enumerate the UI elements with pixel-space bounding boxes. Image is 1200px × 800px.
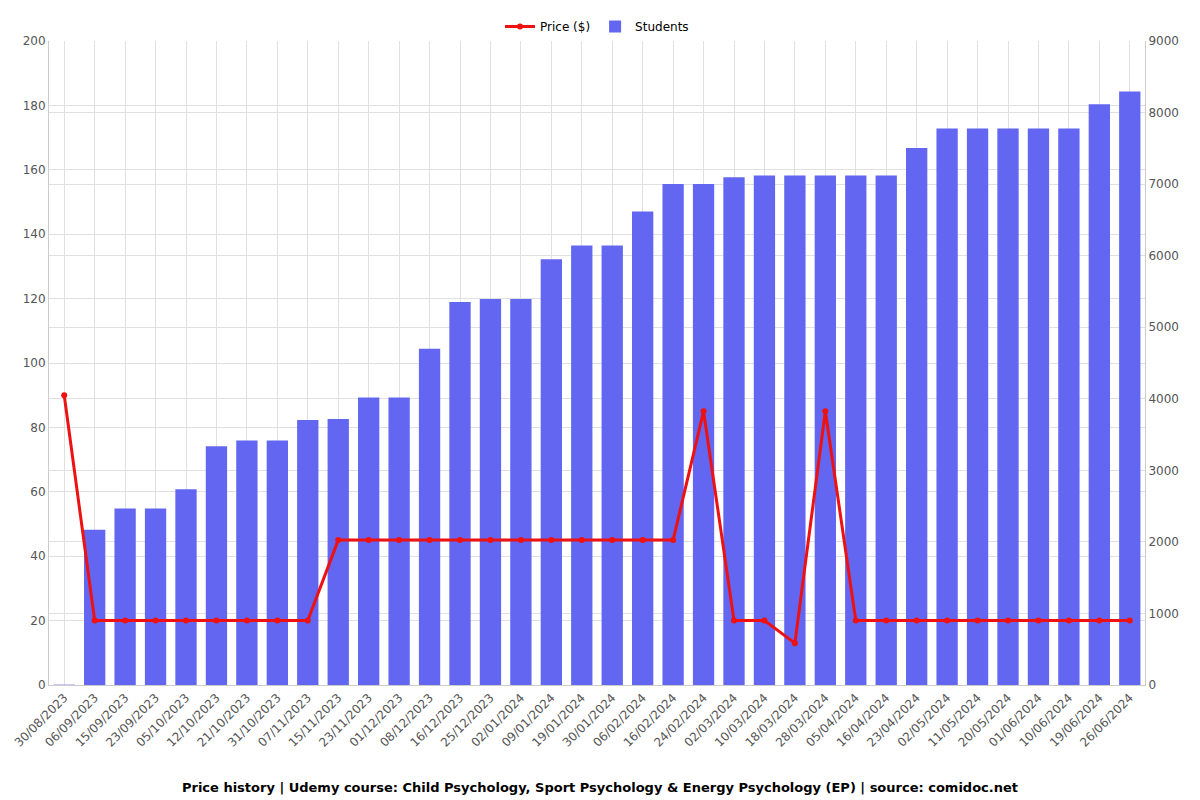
- svg-text:30/01/2024: 30/01/2024: [560, 691, 619, 750]
- svg-text:23/09/2023: 23/09/2023: [103, 691, 162, 750]
- svg-text:160: 160: [23, 163, 46, 177]
- svg-text:40: 40: [30, 549, 45, 563]
- svg-text:21/10/2023: 21/10/2023: [194, 691, 253, 750]
- svg-text:02/05/2024: 02/05/2024: [895, 691, 954, 750]
- svg-text:5000: 5000: [1148, 320, 1179, 334]
- svg-text:100: 100: [23, 356, 46, 370]
- svg-text:6000: 6000: [1148, 249, 1179, 263]
- svg-text:02/03/2024: 02/03/2024: [682, 691, 741, 750]
- svg-text:20/05/2024: 20/05/2024: [956, 691, 1015, 750]
- svg-text:0: 0: [38, 678, 46, 692]
- svg-text:1000: 1000: [1148, 607, 1179, 621]
- svg-text:26/06/2024: 26/06/2024: [1077, 691, 1136, 750]
- svg-text:15/09/2023: 15/09/2023: [73, 691, 132, 750]
- svg-text:Price ($): Price ($): [540, 20, 590, 34]
- svg-text:80: 80: [30, 421, 45, 435]
- svg-text:05/04/2024: 05/04/2024: [803, 691, 862, 750]
- svg-text:01/12/2023: 01/12/2023: [347, 691, 406, 750]
- svg-text:Students: Students: [635, 20, 689, 34]
- svg-text:24/02/2024: 24/02/2024: [651, 691, 710, 750]
- svg-text:02/01/2024: 02/01/2024: [468, 691, 527, 750]
- svg-text:08/12/2023: 08/12/2023: [377, 691, 436, 750]
- svg-text:Price history | Udemy course:: Price history | Udemy course: Child Psyc…: [182, 780, 1018, 795]
- svg-text:07/11/2023: 07/11/2023: [255, 691, 314, 750]
- svg-text:25/12/2023: 25/12/2023: [438, 691, 497, 750]
- svg-text:3000: 3000: [1148, 464, 1179, 478]
- svg-text:4000: 4000: [1148, 392, 1179, 406]
- svg-text:06/09/2023: 06/09/2023: [42, 691, 101, 750]
- svg-text:7000: 7000: [1148, 177, 1179, 191]
- svg-text:120: 120: [23, 292, 46, 306]
- svg-text:16/02/2024: 16/02/2024: [621, 691, 680, 750]
- svg-text:06/02/2024: 06/02/2024: [590, 691, 649, 750]
- svg-text:2000: 2000: [1148, 535, 1179, 549]
- svg-text:180: 180: [23, 99, 46, 113]
- svg-text:28/03/2024: 28/03/2024: [773, 691, 832, 750]
- svg-text:9000: 9000: [1148, 34, 1179, 48]
- svg-text:11/05/2024: 11/05/2024: [925, 691, 984, 750]
- svg-text:8000: 8000: [1148, 106, 1179, 120]
- svg-text:19/01/2024: 19/01/2024: [529, 691, 588, 750]
- svg-text:09/01/2024: 09/01/2024: [499, 691, 558, 750]
- svg-text:18/03/2024: 18/03/2024: [742, 691, 801, 750]
- svg-text:12/10/2023: 12/10/2023: [164, 691, 223, 750]
- svg-text:60: 60: [30, 485, 45, 499]
- svg-text:20: 20: [30, 614, 45, 628]
- svg-text:01/06/2024: 01/06/2024: [986, 691, 1045, 750]
- svg-text:05/10/2023: 05/10/2023: [134, 691, 193, 750]
- svg-text:23/11/2023: 23/11/2023: [316, 691, 375, 750]
- svg-text:10/06/2024: 10/06/2024: [1016, 691, 1075, 750]
- svg-text:140: 140: [23, 227, 46, 241]
- svg-text:16/04/2024: 16/04/2024: [834, 691, 893, 750]
- svg-text:15/11/2023: 15/11/2023: [286, 691, 345, 750]
- svg-text:19/06/2024: 19/06/2024: [1047, 691, 1106, 750]
- svg-text:30/08/2023: 30/08/2023: [12, 691, 71, 750]
- svg-text:31/10/2023: 31/10/2023: [225, 691, 284, 750]
- svg-text:0: 0: [1148, 678, 1156, 692]
- svg-text:23/04/2024: 23/04/2024: [864, 691, 923, 750]
- svg-text:10/03/2024: 10/03/2024: [712, 691, 771, 750]
- svg-text:200: 200: [23, 34, 46, 48]
- svg-text:16/12/2023: 16/12/2023: [408, 691, 467, 750]
